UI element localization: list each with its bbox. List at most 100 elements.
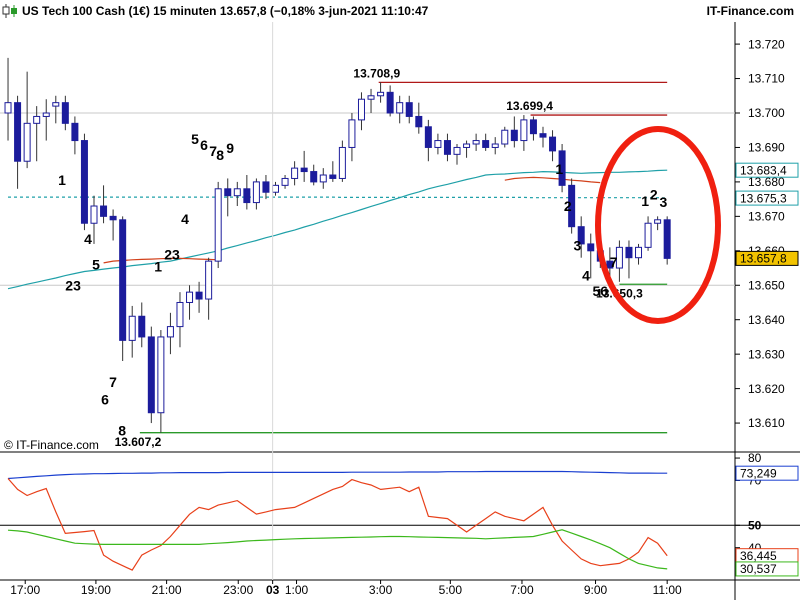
candle-body <box>463 143 471 148</box>
candle-body <box>415 115 423 128</box>
count-label: 1 <box>154 259 162 275</box>
candle-body <box>205 260 213 300</box>
candle-body <box>329 174 337 179</box>
candle-body <box>357 98 365 121</box>
candle-body <box>195 291 203 300</box>
x-tick-label: 7:00 <box>510 583 534 597</box>
level-label: 13.699,4 <box>506 99 553 113</box>
candle-body <box>14 102 22 162</box>
candle-body <box>568 184 576 228</box>
count-label: 8 <box>118 423 126 439</box>
indicator-line <box>7 529 668 570</box>
x-tick-label: 11:00 <box>653 583 682 597</box>
count-label: 5 <box>92 257 100 273</box>
candle-body <box>606 260 614 269</box>
candle-body <box>443 140 451 155</box>
candle-body <box>4 102 12 114</box>
candle-body <box>529 119 537 135</box>
candle-body <box>510 129 518 142</box>
candle-body <box>635 246 643 259</box>
header-bar <box>0 0 800 22</box>
indicator-line <box>7 470 668 480</box>
value-box-label: 30,537 <box>740 562 777 576</box>
candle-body <box>23 122 31 162</box>
y-tick-label: 13.670 <box>748 210 785 224</box>
candle-body <box>644 222 652 248</box>
candle-body <box>186 291 194 303</box>
x-tick-label: 1:00 <box>285 583 309 597</box>
candle-body <box>386 91 394 114</box>
candle-body <box>319 174 327 183</box>
y-tick-label: 13.700 <box>748 106 785 120</box>
candle-body <box>338 146 346 179</box>
candle-body <box>214 188 222 262</box>
count-label: 5 <box>191 131 199 147</box>
candle-body <box>348 119 356 148</box>
x-tick-label: 21:00 <box>152 583 182 597</box>
moving-average <box>7 169 668 290</box>
candle-body <box>157 336 165 414</box>
chart-title: US Tech 100 Cash (1€) 15 minuten 13.657,… <box>22 4 429 18</box>
x-tick-label: 23:00 <box>223 583 253 597</box>
candle-body <box>539 133 547 138</box>
count-label: 2 <box>564 198 572 214</box>
candle-body <box>281 177 289 186</box>
candle-body <box>90 205 98 224</box>
candle-body <box>147 336 155 414</box>
candle-body <box>233 188 241 197</box>
candle-body <box>310 171 318 183</box>
candle-body <box>482 140 490 148</box>
x-tick-label: 5:00 <box>439 583 463 597</box>
count-label: 9 <box>226 140 234 156</box>
candle-body <box>654 219 662 224</box>
candle-body <box>243 188 251 204</box>
value-box-label: 13.657,8 <box>740 252 787 266</box>
value-box-label: 36,445 <box>740 549 777 563</box>
y-tick-label: 13.690 <box>748 141 785 155</box>
candle-body <box>291 167 299 179</box>
candle-body <box>434 140 442 148</box>
candle-body <box>128 315 136 341</box>
candle-body <box>252 181 260 204</box>
level-label: 13.650,3 <box>596 286 643 300</box>
logo-icon <box>2 4 17 18</box>
candle-body <box>61 102 69 124</box>
candle-body <box>42 112 50 117</box>
candle-body <box>558 150 566 186</box>
y-tick-label: 80 <box>748 451 762 465</box>
candle-body <box>80 140 88 224</box>
candle-body <box>424 126 432 148</box>
value-box-label: 73,249 <box>740 466 777 480</box>
value-box <box>735 162 799 178</box>
count-label: 7 <box>109 374 117 390</box>
y-tick-label: 13.630 <box>748 347 785 361</box>
y-tick-label: 13.610 <box>748 416 785 430</box>
candle-body <box>520 119 528 142</box>
x-tick-label: 17:00 <box>10 583 40 597</box>
candle-body <box>71 122 79 142</box>
highlight-circle <box>595 126 721 324</box>
count-label: 56 <box>593 283 609 299</box>
count-label: 8 <box>216 147 224 163</box>
count-label: 4 <box>84 231 92 247</box>
candle-body <box>166 326 174 338</box>
candle-body <box>119 219 127 341</box>
y-tick-label: 13.710 <box>748 72 785 86</box>
level-label: 13.708,9 <box>353 67 400 81</box>
count-label: 1 <box>58 172 66 188</box>
candle-body <box>52 102 60 107</box>
candle-body <box>138 315 146 338</box>
logo-body <box>2 6 10 15</box>
watermark: © IT-Finance.com <box>4 438 99 452</box>
count-label: 1 <box>641 193 649 209</box>
x-tick-label: 19:00 <box>81 583 111 597</box>
y-tick-label: 13.650 <box>748 278 785 292</box>
x-tick-label: 3:00 <box>369 583 393 597</box>
count-label: 7 <box>610 254 618 270</box>
candle-body <box>625 246 633 259</box>
candle-body <box>272 184 280 193</box>
candle-body <box>615 246 623 269</box>
